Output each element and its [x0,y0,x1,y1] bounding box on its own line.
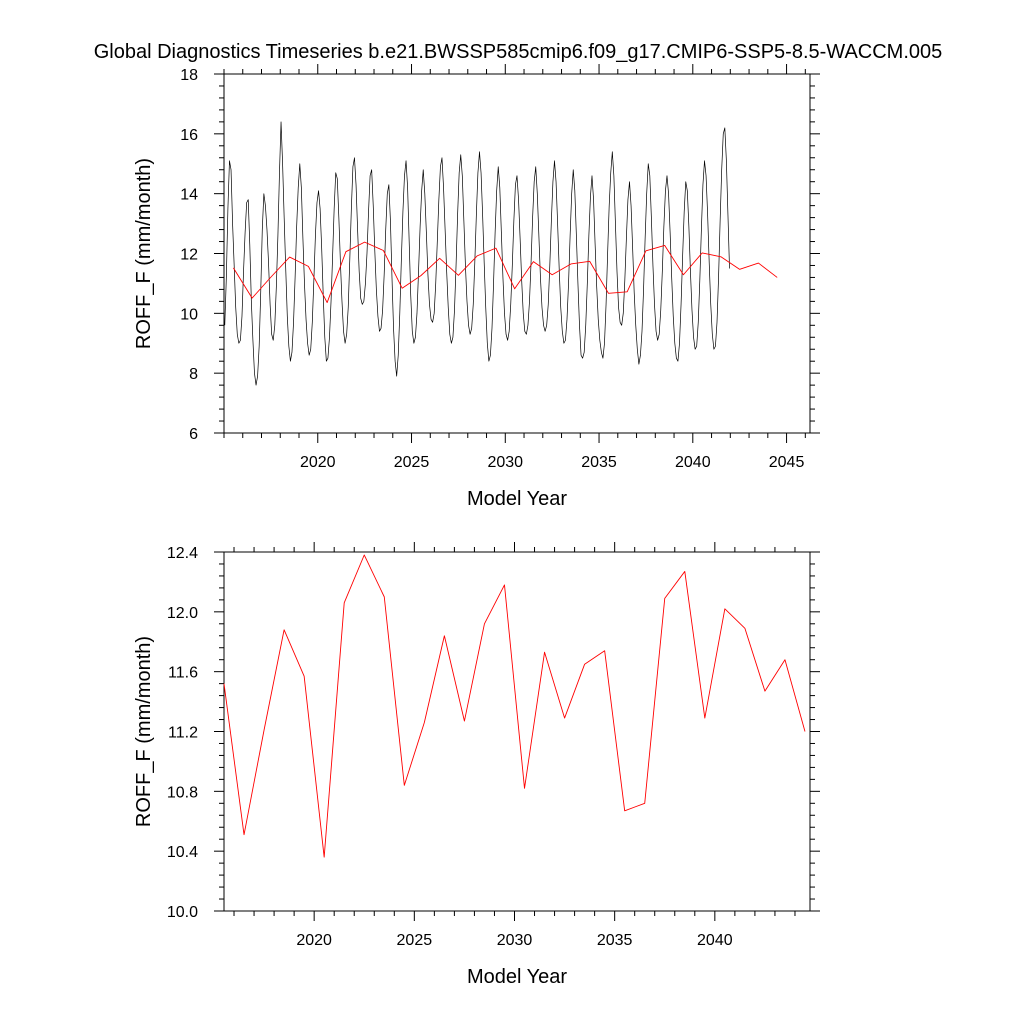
bottom-panel-y-axis-label: ROFF_F (mm/month) [133,636,155,827]
bottom-panel-series [223,554,806,858]
top-y-tick-label: 16 [180,127,198,144]
top-panel-x-axis-label: Model Year [467,488,567,510]
bottom-annual-mean-series-line [223,554,806,858]
top-x-tick-label: 2035 [581,454,617,471]
top-x-tick-label: 2030 [487,454,523,471]
bottom-y-tick-label: 10.0 [167,904,198,921]
top-y-tick-label: 10 [180,306,198,323]
bottom-panel-axes: 2020 2025 2030 2035 2040 10.0 10.4 10.8 11.2 11.6… [167,542,820,949]
bottom-y-tick-label: 12.4 [167,545,198,562]
bottom-y-tick-label: 11.6 [168,665,198,682]
bottom-y-tick-label: 10.8 [167,784,198,801]
top-panel: 2020 2025 2030 2035 2040 2045 6 8 10 12 14 16 18 Mod… [133,64,820,510]
figure-title: Global Diagnostics Timeseries b.e21.BWSS… [94,41,943,63]
bottom-y-tick-label: 10.4 [167,844,198,861]
bottom-x-tick-label: 2020 [296,932,332,949]
bottom-x-tick-label: 2025 [397,932,433,949]
top-y-tick-label: 6 [189,426,198,443]
top-x-tick-label: 2020 [300,454,336,471]
top-y-tick-label: 12 [180,247,198,264]
bottom-y-tick-label: 12.0 [167,605,198,622]
bottom-panel: 2020 2025 2030 2035 2040 10.0 10.4 10.8 11.2 11.6… [133,542,820,988]
top-panel-series [224,121,778,386]
bottom-x-tick-label: 2030 [497,932,533,949]
bottom-x-tick-label: 2035 [597,932,633,949]
top-x-tick-label: 2045 [769,454,805,471]
top-y-tick-label: 8 [189,366,198,383]
bottom-x-tick-label: 2040 [697,932,733,949]
top-x-tick-label: 2040 [675,454,711,471]
bottom-y-tick-label: 11.2 [168,725,198,742]
top-annual-mean-series-line [232,241,778,304]
top-panel-axes: 2020 2025 2030 2035 2040 2045 6 8 10 12 14 16 18 [180,64,820,471]
top-y-tick-label: 18 [180,67,198,84]
bottom-panel-x-axis-label: Model Year [467,966,567,988]
top-panel-y-axis-label: ROFF_F (mm/month) [133,158,155,349]
top-y-tick-label: 14 [180,187,198,204]
top-x-tick-label: 2025 [394,454,430,471]
top-monthly-series-line [224,121,730,386]
